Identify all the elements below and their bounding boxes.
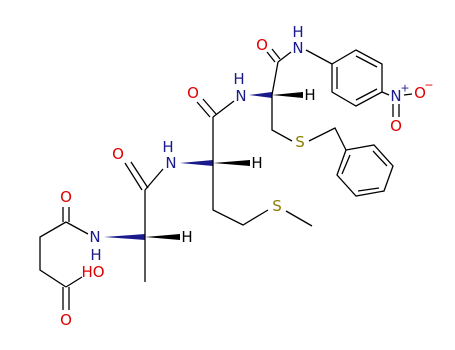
- atom-label: O: [256, 36, 268, 54]
- atom-label: H: [181, 228, 192, 246]
- atom-label: O: [60, 188, 72, 206]
- atom-label: S: [272, 197, 282, 215]
- atom-label: H: [292, 23, 303, 41]
- atom-label: H: [90, 246, 101, 264]
- atom-label: H: [162, 138, 173, 156]
- atom-label: O: [390, 117, 402, 135]
- atom-label: O: [187, 84, 199, 102]
- atom-label: O: [112, 145, 124, 163]
- atom-label: HO: [81, 263, 104, 281]
- bonds: [39, 48, 413, 310]
- charge: −: [424, 79, 433, 92]
- atom-label: H: [304, 86, 315, 104]
- atom-label: O: [60, 311, 72, 329]
- atom-label: N: [89, 228, 100, 246]
- atom-label: N: [235, 87, 246, 105]
- atom-label: S: [295, 133, 305, 151]
- atom-label: N: [165, 154, 176, 172]
- atom-label: N: [390, 87, 401, 105]
- charge: +: [400, 82, 409, 95]
- atom-label: N: [292, 39, 303, 57]
- atom-label: O: [414, 84, 426, 102]
- atom-label: H: [251, 154, 262, 172]
- atom-label: H: [233, 70, 244, 88]
